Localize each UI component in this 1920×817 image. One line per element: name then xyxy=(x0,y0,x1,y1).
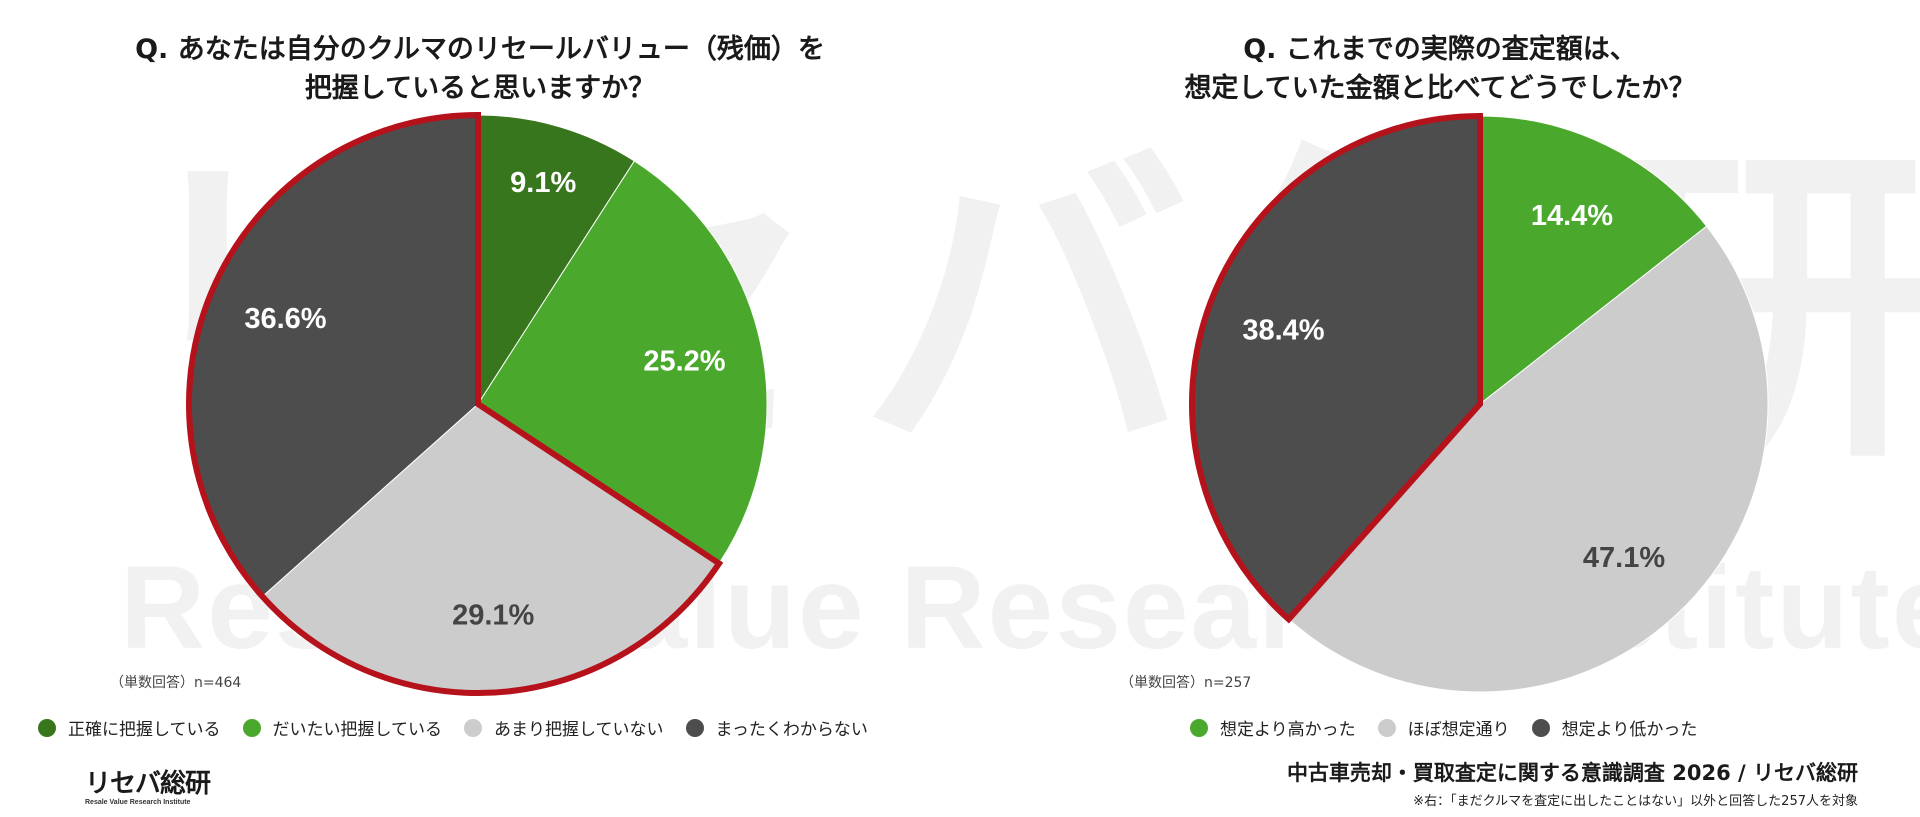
legend-swatch xyxy=(1531,718,1550,737)
legend-swatch xyxy=(685,718,704,737)
brand-logo-subtitle: Resale Value Research Institute xyxy=(85,799,191,806)
chart-panel-right: Q. これまでの実際の査定額は、 想定していた金額と比べてどうでしたか？ 14.… xyxy=(960,0,1920,817)
pie-data-label-2: 25.2% xyxy=(643,346,725,378)
pie-slice-2 xyxy=(1288,225,1769,693)
legend-item-1: 正確に把握している xyxy=(38,715,221,740)
pie-chart-right: 14.4% 47.1% 38.4% xyxy=(1189,112,1769,693)
pie-data-label-1: 14.4% xyxy=(1531,200,1613,232)
brand-logo-text: リセバ総研 xyxy=(85,769,211,799)
legend-right: 想定より高かった ほぼ想定通り 想定より低かった xyxy=(1190,715,1719,740)
legend-left: 正確に把握している だいたい把握している あまり把握していない まったくわからない xyxy=(38,715,890,740)
chart-title-left: Q. あなたは自分のクルマのリセールバリュー（残価）を 把握していると思いますか… xyxy=(0,30,960,108)
legend-item-2: だいたい把握している xyxy=(242,715,443,740)
legend-swatch xyxy=(38,718,56,737)
legend-label: 想定より低かった xyxy=(1561,720,1698,740)
legend-label: まったくわからない xyxy=(715,720,868,740)
pie-data-label-3: 38.4% xyxy=(1242,314,1324,346)
legend-swatch xyxy=(464,718,482,737)
pie-data-label-4: 36.6% xyxy=(244,303,326,335)
legend-item-4: まったくわからない xyxy=(685,715,868,740)
legend-item-2: ほぼ想定通り xyxy=(1377,715,1510,740)
pie-data-label-1: 9.1% xyxy=(510,167,576,199)
legend-label: 正確に把握している xyxy=(68,720,221,740)
legend-item-3: あまり把握していない xyxy=(464,715,664,740)
chart-title-right-line-2: 想定していた金額と比べてどうでしたか？ xyxy=(1184,73,1696,104)
chart-title-left-line-2: 把握していると思いますか？ xyxy=(304,73,656,104)
pie-slice-1 xyxy=(477,114,636,406)
survey-footnote: ※右：「まだクルマを査定に出したことはない」以外と回答した257人を対象 xyxy=(1413,794,1858,809)
legend-label: だいたい把握している xyxy=(272,720,443,740)
pie-data-label-3: 29.1% xyxy=(452,599,534,631)
survey-title: 中古車売却・買取査定に関する意識調査 2026 / リセバ総研 xyxy=(1286,761,1858,785)
legend-swatch xyxy=(1190,718,1208,737)
sample-size-note-right: （単数回答）n=257 xyxy=(1120,675,1252,691)
legend-label: ほぼ想定通り xyxy=(1407,720,1510,740)
chart-panel-left: Q. あなたは自分のクルマのリセールバリュー（残価）を 把握していると思いますか… xyxy=(0,30,960,740)
pie-chart-left: 9.1% 25.2% 29.1% 36.6% xyxy=(186,111,768,696)
pie-slice-2 xyxy=(477,160,768,565)
brand-logo: リセバ総研 Resale Value Research Institute xyxy=(85,769,211,807)
pie-data-label-2: 47.1% xyxy=(1583,542,1665,574)
highlight-outline xyxy=(1189,112,1483,624)
chart-title-right-line-1: Q. これまでの実際の査定額は、 xyxy=(1243,34,1637,65)
legend-label: 想定より高かった xyxy=(1220,720,1356,740)
legend-swatch xyxy=(242,718,261,737)
legend-label: あまり把握していない xyxy=(494,720,664,740)
legend-item-1: 想定より高かった xyxy=(1190,715,1356,740)
highlight-outline xyxy=(186,111,724,696)
chart-title-left-line-1: Q. あなたは自分のクルマのリセールバリュー（残価）を xyxy=(135,34,825,65)
chart-title-right: Q. これまでの実際の査定額は、 想定していた金額と比べてどうでしたか？ xyxy=(960,30,1920,108)
sample-size-note-left: （単数回答）n=464 xyxy=(110,675,242,691)
legend-swatch xyxy=(1377,718,1396,737)
legend-item-3: 想定より低かった xyxy=(1531,715,1698,740)
pie-slice-1 xyxy=(1479,115,1708,406)
